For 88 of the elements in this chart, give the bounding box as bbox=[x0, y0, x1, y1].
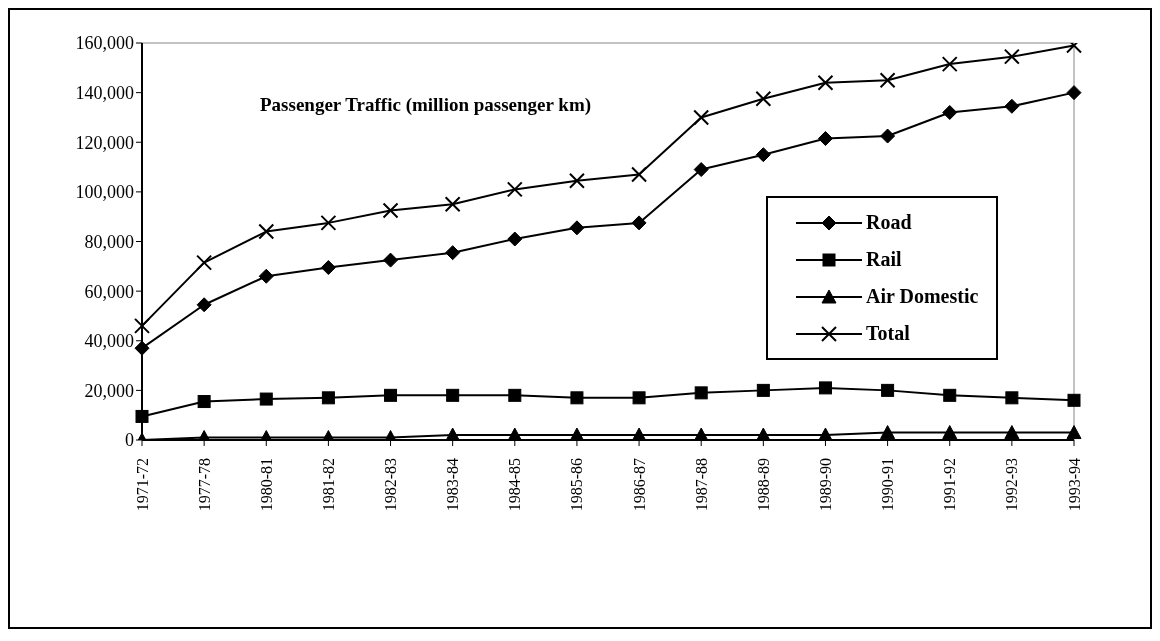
point bbox=[259, 392, 273, 406]
point bbox=[818, 381, 832, 395]
x-tick-label: 1988-89 bbox=[754, 458, 772, 512]
point bbox=[879, 72, 896, 89]
x-tick-label: 1971-72 bbox=[133, 458, 151, 512]
point bbox=[384, 388, 398, 402]
point bbox=[320, 260, 336, 276]
point bbox=[570, 391, 584, 405]
x-tick-label: 1981-82 bbox=[319, 458, 337, 512]
point bbox=[321, 391, 335, 405]
x-tick-label: 1984-85 bbox=[506, 458, 524, 512]
point bbox=[445, 245, 461, 261]
point bbox=[258, 223, 275, 240]
y-tick-label: 40,000 bbox=[84, 331, 134, 352]
point bbox=[632, 391, 646, 405]
point bbox=[941, 56, 958, 73]
y-tick-label: 120,000 bbox=[75, 132, 134, 153]
point bbox=[507, 231, 523, 247]
point bbox=[755, 147, 771, 163]
y-tick-label: 20,000 bbox=[84, 380, 134, 401]
point bbox=[383, 252, 399, 268]
point bbox=[880, 128, 896, 144]
y-tick-label: 0 bbox=[125, 430, 134, 451]
point bbox=[569, 220, 585, 236]
point bbox=[507, 427, 523, 440]
point bbox=[756, 383, 770, 397]
point bbox=[1004, 425, 1020, 440]
point bbox=[693, 109, 710, 126]
point bbox=[446, 388, 460, 402]
point bbox=[693, 427, 709, 440]
point bbox=[942, 425, 958, 440]
point bbox=[134, 317, 150, 334]
x-tick-label: 1982-83 bbox=[382, 458, 400, 512]
point bbox=[631, 215, 647, 231]
x-tick-label: 1980-81 bbox=[257, 458, 275, 512]
point bbox=[817, 131, 833, 147]
x-tick-label: 1983-84 bbox=[444, 458, 462, 512]
point bbox=[1066, 425, 1082, 440]
point bbox=[382, 202, 399, 219]
point bbox=[881, 383, 895, 397]
x-tick-label: 1989-90 bbox=[816, 458, 834, 512]
point bbox=[135, 409, 149, 423]
point bbox=[569, 427, 585, 440]
y-tick-label: 60,000 bbox=[84, 281, 134, 302]
point bbox=[694, 386, 708, 400]
point bbox=[568, 172, 585, 189]
point bbox=[1004, 98, 1020, 114]
point bbox=[508, 388, 522, 402]
x-tick-label: 1991-92 bbox=[941, 458, 959, 512]
point bbox=[197, 395, 211, 409]
x-tick-label: 1985-86 bbox=[568, 458, 586, 512]
point bbox=[444, 196, 461, 213]
point bbox=[1003, 48, 1020, 65]
legend-label: Total bbox=[866, 322, 910, 345]
point bbox=[631, 427, 647, 440]
point bbox=[880, 425, 896, 440]
x-tick-label: 1977-78 bbox=[195, 458, 213, 512]
point bbox=[196, 254, 213, 271]
point bbox=[755, 427, 771, 440]
x-tick-label: 1992-93 bbox=[1003, 458, 1021, 512]
x-tick-label: 1986-87 bbox=[630, 458, 648, 512]
point bbox=[1005, 391, 1019, 405]
y-tick-label: 100,000 bbox=[75, 182, 134, 203]
point bbox=[320, 214, 337, 231]
y-tick-label: 160,000 bbox=[75, 33, 134, 54]
legend-label: Rail bbox=[866, 248, 902, 271]
legend-label: Road bbox=[866, 211, 912, 234]
x-tick-label: 1990-91 bbox=[879, 458, 897, 512]
point bbox=[134, 340, 150, 356]
point bbox=[506, 181, 523, 198]
point bbox=[817, 74, 834, 91]
y-tick-label: 80,000 bbox=[84, 231, 134, 252]
point bbox=[755, 90, 772, 107]
x-tick-label: 1993-94 bbox=[1065, 458, 1083, 512]
point bbox=[817, 427, 833, 440]
point bbox=[943, 388, 957, 402]
point bbox=[631, 166, 648, 183]
legend-label: Air Domestic bbox=[866, 285, 979, 308]
point bbox=[258, 268, 274, 284]
text: Passenger Traffic (million passenger km) bbox=[260, 94, 592, 116]
point bbox=[1066, 85, 1082, 101]
point bbox=[196, 297, 212, 313]
x-tick-label: 1987-88 bbox=[692, 458, 710, 512]
point bbox=[1067, 393, 1081, 407]
y-tick-label: 140,000 bbox=[75, 83, 134, 104]
point bbox=[445, 427, 461, 440]
point bbox=[693, 162, 709, 178]
point bbox=[942, 104, 958, 120]
